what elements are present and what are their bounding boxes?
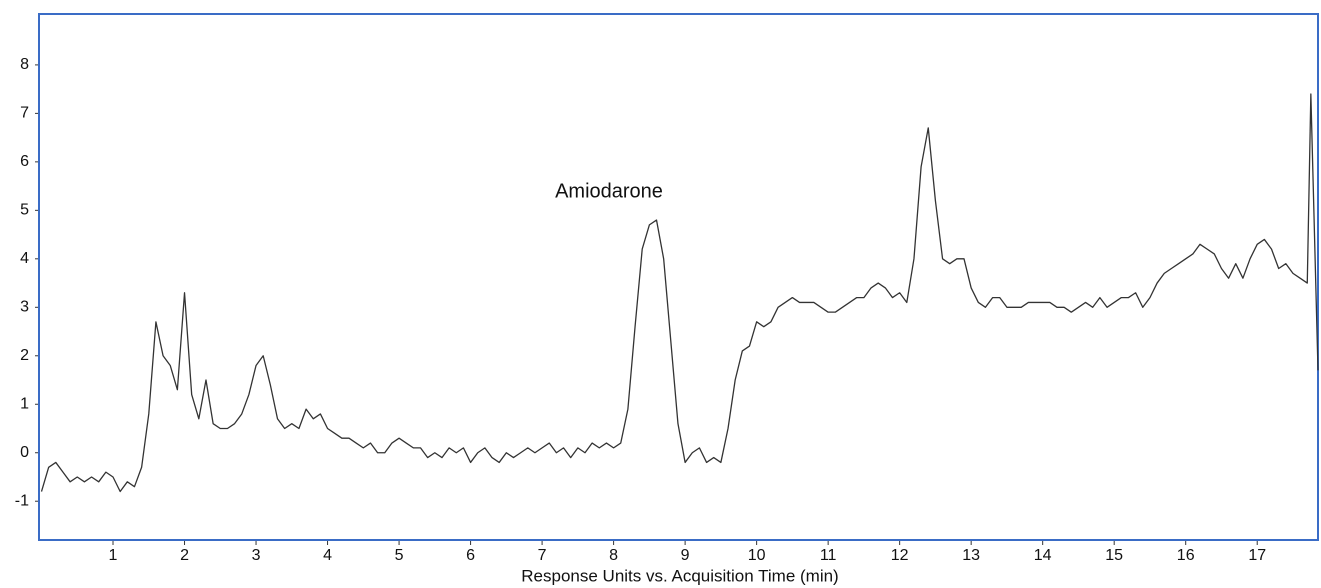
x-tick-label: 7 — [538, 547, 547, 564]
x-tick-label: 11 — [820, 547, 837, 564]
x-tick-label: 2 — [180, 547, 189, 564]
x-tick-label: 4 — [323, 547, 332, 564]
x-tick-label: 5 — [395, 547, 404, 564]
x-tick-label: 12 — [891, 547, 909, 564]
x-tick-label: 6 — [466, 547, 475, 564]
y-tick-label: -1 — [15, 492, 29, 509]
y-tick-label: 2 — [20, 347, 29, 364]
chromatogram-trace — [40, 93, 1319, 493]
y-tick-label: 5 — [20, 202, 29, 219]
y-tick-label: 3 — [20, 299, 29, 316]
x-tick-label: 9 — [681, 547, 690, 564]
x-tick-label: 1 — [109, 547, 118, 564]
x-axis-label: Response Units vs. Acquisition Time (min… — [521, 566, 838, 585]
y-tick-label: 1 — [20, 395, 29, 412]
x-tick-label: 8 — [609, 547, 618, 564]
peak-annotation: Amiodarone — [555, 180, 663, 202]
x-tick-label: 13 — [962, 547, 980, 564]
y-tick-label: 8 — [20, 56, 29, 73]
x-tick-label: 3 — [252, 547, 261, 564]
x-tick-label: 15 — [1105, 547, 1123, 564]
plot-frame — [38, 13, 1319, 541]
x-tick-label: 14 — [1034, 547, 1052, 564]
x-tick-label: 10 — [748, 547, 766, 564]
y-tick-label: 0 — [20, 444, 29, 461]
y-tick-label: 6 — [20, 153, 29, 170]
x-tick-label: 17 — [1248, 547, 1266, 564]
y-tick-label: 7 — [20, 105, 29, 122]
x-tick-label: 16 — [1177, 547, 1195, 564]
y-tick-label: 4 — [20, 250, 29, 267]
